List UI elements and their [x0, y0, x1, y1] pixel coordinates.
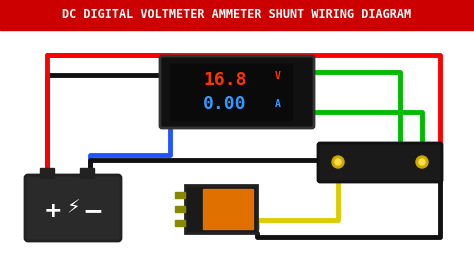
Bar — [175, 192, 185, 198]
Text: +: + — [44, 201, 63, 221]
Circle shape — [416, 156, 428, 168]
Circle shape — [332, 156, 344, 168]
Bar — [80, 168, 94, 178]
FancyBboxPatch shape — [318, 143, 442, 182]
Text: 16.8: 16.8 — [203, 71, 246, 89]
Text: −: − — [82, 199, 103, 223]
FancyBboxPatch shape — [25, 175, 121, 241]
Text: ⚡: ⚡ — [66, 198, 80, 218]
Text: DC DIGITAL VOLTMETER AMMETER SHUNT WIRING DIAGRAM: DC DIGITAL VOLTMETER AMMETER SHUNT WIRIN… — [63, 9, 411, 22]
Text: A: A — [274, 99, 280, 109]
FancyBboxPatch shape — [160, 56, 314, 128]
Text: V: V — [274, 71, 280, 81]
Bar — [175, 206, 185, 212]
Bar — [185, 185, 257, 233]
Bar — [175, 220, 185, 226]
Bar — [170, 64, 292, 120]
Circle shape — [419, 159, 425, 165]
Circle shape — [335, 159, 341, 165]
Bar — [40, 168, 54, 178]
Bar — [203, 189, 253, 229]
Bar — [0, 0, 474, 30]
Text: 0.00: 0.00 — [203, 95, 246, 113]
